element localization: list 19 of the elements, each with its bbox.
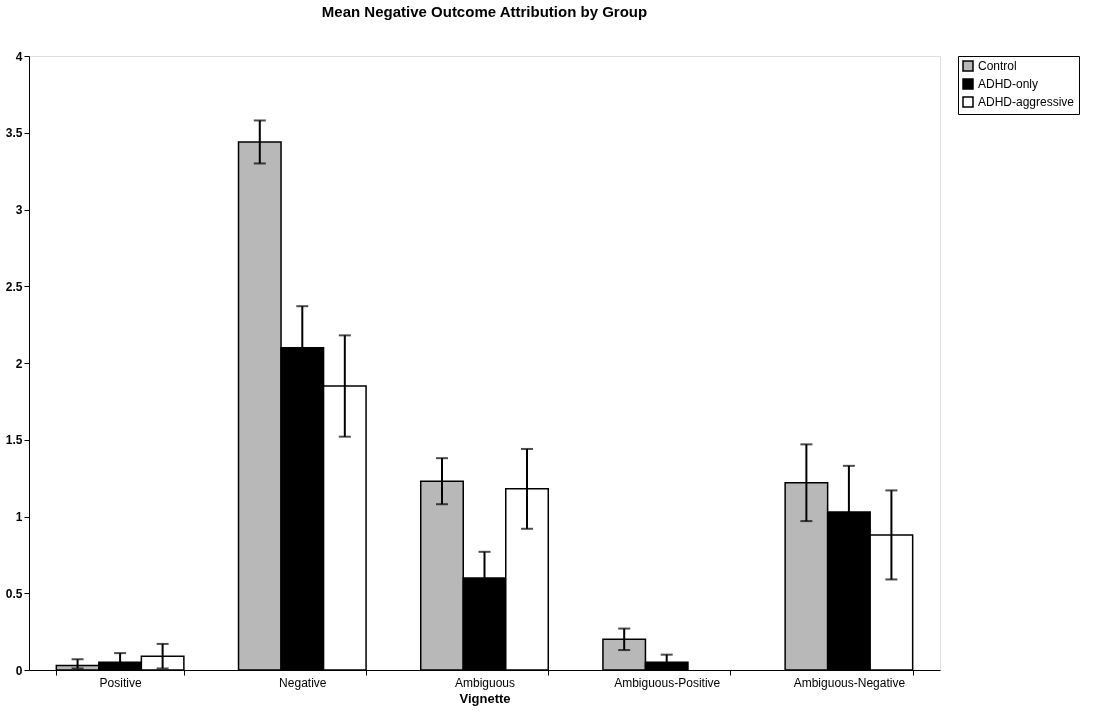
y-tick-label: 1 <box>15 510 23 524</box>
x-tick-label: Ambiguous-Positive <box>614 675 721 690</box>
x-tick-label: Ambiguous <box>454 675 516 690</box>
y-tick-label: 2.5 <box>5 279 23 294</box>
y-tick-label: 2 <box>15 356 23 371</box>
y-tick-label: 4 <box>15 49 23 64</box>
y-tick-label: 1.5 <box>5 433 23 448</box>
x-tick-label: Positive <box>99 675 142 690</box>
x-tick-label: Ambiguous-Negative <box>793 675 906 690</box>
y-tick-label: 3 <box>15 203 23 217</box>
y-tick-label: 0.5 <box>5 586 23 601</box>
legend-label: ADHD-aggressive <box>978 95 1075 109</box>
x-tick-label: Negative <box>279 675 327 690</box>
x-axis-title: Vignette <box>459 690 511 706</box>
y-tick-label: 0 <box>15 663 23 678</box>
legend-label: ADHD-only <box>978 77 1039 91</box>
chart-title: Mean Negative Outcome Attribution by Group <box>321 3 648 20</box>
y-tick-label: 3.5 <box>5 126 23 141</box>
legend-label: Control <box>978 59 1017 73</box>
